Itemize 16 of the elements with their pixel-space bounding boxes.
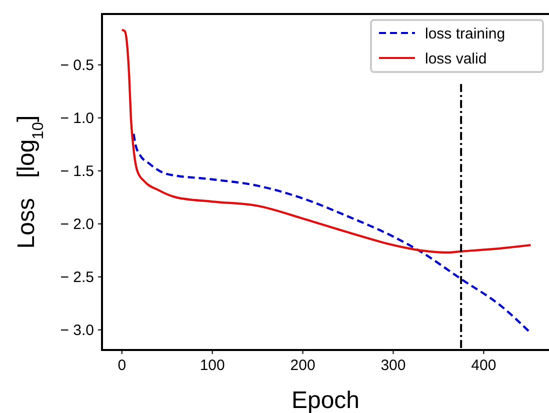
y-tick-label: − 0.5	[60, 57, 94, 74]
y-tick-label: − 1.5	[60, 163, 94, 180]
x-tick-label: 0	[118, 357, 126, 374]
x-tick-label: 200	[290, 357, 316, 374]
y-tick-label: − 1.0	[60, 110, 94, 128]
legend-label: loss valid	[425, 50, 487, 68]
x-axis-title: Epoch	[291, 387, 360, 413]
y-tick-label: − 2.0	[60, 216, 94, 234]
x-tick-label: 100	[200, 357, 225, 374]
y-tick-label: − 2.5	[60, 269, 94, 286]
line-series	[120, 28, 532, 254]
legend-label: loss training	[425, 25, 506, 42]
y-tick-label: − 3.0	[60, 322, 94, 340]
x-tick-label: 400	[471, 357, 496, 374]
x-tick-label: 300	[380, 357, 406, 374]
line-series	[132, 132, 532, 334]
